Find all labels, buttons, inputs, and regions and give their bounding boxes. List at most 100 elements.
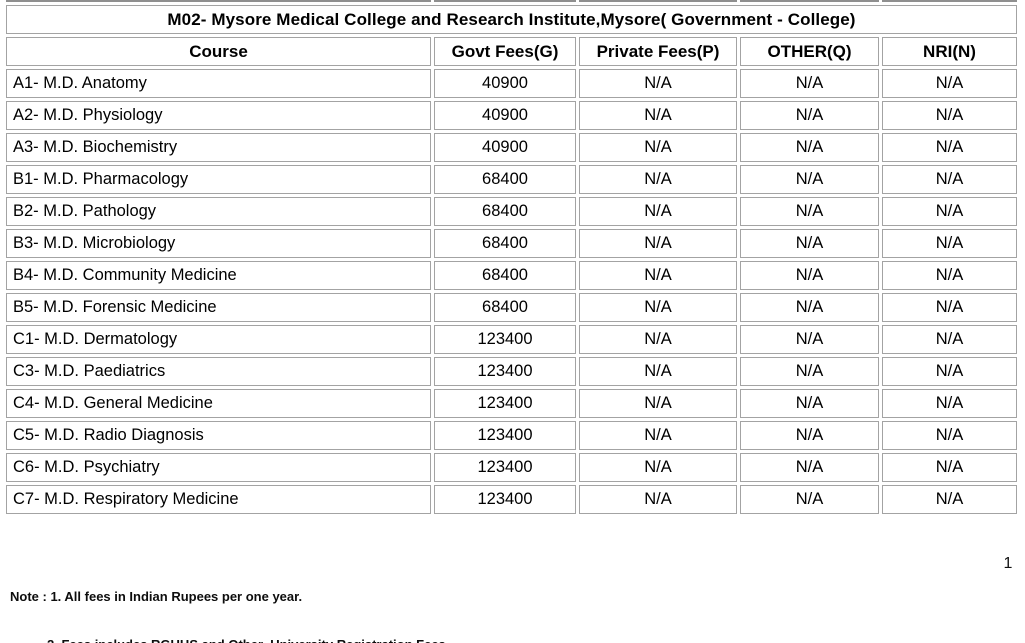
course-cell: C6- M.D. Psychiatry [6, 453, 431, 482]
nri-fees-cell: N/A [882, 197, 1017, 226]
column-header-govt-fees: Govt Fees(G) [434, 37, 576, 66]
govt-fees-cell: 40900 [434, 69, 576, 98]
other-fees-cell: N/A [740, 133, 879, 162]
nri-fees-cell: N/A [882, 485, 1017, 514]
govt-fees-cell: 123400 [434, 389, 576, 418]
private-fees-cell: N/A [579, 69, 737, 98]
table-row: C7- M.D. Respiratory Medicine 123400 N/A… [6, 485, 1017, 514]
private-fees-cell: N/A [579, 229, 737, 258]
private-fees-cell: N/A [579, 357, 737, 386]
private-fees-cell: N/A [579, 325, 737, 354]
other-fees-cell: N/A [740, 389, 879, 418]
course-cell: C4- M.D. General Medicine [6, 389, 431, 418]
fees-table: M02- Mysore Medical College and Research… [3, 0, 1020, 517]
govt-fees-cell: 123400 [434, 485, 576, 514]
clipped-row-above [6, 0, 1017, 2]
govt-fees-cell: 123400 [434, 453, 576, 482]
column-header-other: OTHER(Q) [740, 37, 879, 66]
nri-fees-cell: N/A [882, 293, 1017, 322]
course-cell: C1- M.D. Dermatology [6, 325, 431, 354]
column-header-course: Course [6, 37, 431, 66]
nri-fees-cell: N/A [882, 229, 1017, 258]
clipped-cell [740, 0, 879, 2]
college-title: M02- Mysore Medical College and Research… [6, 5, 1017, 34]
private-fees-cell: N/A [579, 453, 737, 482]
page-number: 1 [1003, 555, 1013, 572]
note-line-1: Note : 1. All fees in Indian Rupees per … [10, 588, 303, 604]
fees-table-body: A1- M.D. Anatomy 40900 N/A N/A N/A A2- M… [6, 69, 1017, 514]
private-fees-cell: N/A [579, 261, 737, 290]
table-row: B2- M.D. Pathology 68400 N/A N/A N/A [6, 197, 1017, 226]
govt-fees-cell: 68400 [434, 261, 576, 290]
other-fees-cell: N/A [740, 69, 879, 98]
govt-fees-cell: 123400 [434, 357, 576, 386]
other-fees-cell: N/A [740, 197, 879, 226]
table-row: A1- M.D. Anatomy 40900 N/A N/A N/A [6, 69, 1017, 98]
clipped-cell [882, 0, 1017, 2]
nri-fees-cell: N/A [882, 133, 1017, 162]
govt-fees-cell: 68400 [434, 229, 576, 258]
private-fees-cell: N/A [579, 197, 737, 226]
other-fees-cell: N/A [740, 325, 879, 354]
table-row: B5- M.D. Forensic Medicine 68400 N/A N/A… [6, 293, 1017, 322]
other-fees-cell: N/A [740, 485, 879, 514]
clipped-cell [579, 0, 737, 2]
column-header-private-fees: Private Fees(P) [579, 37, 737, 66]
nri-fees-cell: N/A [882, 357, 1017, 386]
govt-fees-cell: 68400 [434, 293, 576, 322]
private-fees-cell: N/A [579, 389, 737, 418]
course-cell: C7- M.D. Respiratory Medicine [6, 485, 431, 514]
clipped-cell [434, 0, 576, 2]
private-fees-cell: N/A [579, 133, 737, 162]
table-row: C5- M.D. Radio Diagnosis 123400 N/A N/A … [6, 421, 1017, 450]
course-cell: B1- M.D. Pharmacology [6, 165, 431, 194]
course-cell: B2- M.D. Pathology [6, 197, 431, 226]
note-line-2: 2. Fees includes RGUHS and Other Univers… [10, 637, 600, 643]
table-row: B4- M.D. Community Medicine 68400 N/A N/… [6, 261, 1017, 290]
private-fees-cell: N/A [579, 421, 737, 450]
table-row: C3- M.D. Paediatrics 123400 N/A N/A N/A [6, 357, 1017, 386]
other-fees-cell: N/A [740, 421, 879, 450]
govt-fees-cell: 68400 [434, 197, 576, 226]
table-row: C6- M.D. Psychiatry 123400 N/A N/A N/A [6, 453, 1017, 482]
course-cell: C3- M.D. Paediatrics [6, 357, 431, 386]
nri-fees-cell: N/A [882, 389, 1017, 418]
table-row: C4- M.D. General Medicine 123400 N/A N/A… [6, 389, 1017, 418]
course-cell: A3- M.D. Biochemistry [6, 133, 431, 162]
other-fees-cell: N/A [740, 293, 879, 322]
private-fees-cell: N/A [579, 485, 737, 514]
course-cell: A2- M.D. Physiology [6, 101, 431, 130]
nri-fees-cell: N/A [882, 453, 1017, 482]
govt-fees-cell: 40900 [434, 101, 576, 130]
nri-fees-cell: N/A [882, 325, 1017, 354]
table-row: A3- M.D. Biochemistry 40900 N/A N/A N/A [6, 133, 1017, 162]
course-cell: B4- M.D. Community Medicine [6, 261, 431, 290]
course-cell: B3- M.D. Microbiology [6, 229, 431, 258]
table-row: A2- M.D. Physiology 40900 N/A N/A N/A [6, 101, 1017, 130]
other-fees-cell: N/A [740, 453, 879, 482]
other-fees-cell: N/A [740, 101, 879, 130]
other-fees-cell: N/A [740, 357, 879, 386]
table-row: C1- M.D. Dermatology 123400 N/A N/A N/A [6, 325, 1017, 354]
other-fees-cell: N/A [740, 229, 879, 258]
course-cell: B5- M.D. Forensic Medicine [6, 293, 431, 322]
govt-fees-cell: 68400 [434, 165, 576, 194]
govt-fees-cell: 123400 [434, 421, 576, 450]
notes-block: Note : 1. All fees in Indian Rupees per … [10, 556, 600, 643]
clipped-cell [6, 0, 431, 2]
course-cell: C5- M.D. Radio Diagnosis [6, 421, 431, 450]
table-row: B3- M.D. Microbiology 68400 N/A N/A N/A [6, 229, 1017, 258]
nri-fees-cell: N/A [882, 261, 1017, 290]
nri-fees-cell: N/A [882, 421, 1017, 450]
other-fees-cell: N/A [740, 165, 879, 194]
title-row: M02- Mysore Medical College and Research… [6, 5, 1017, 34]
other-fees-cell: N/A [740, 261, 879, 290]
govt-fees-cell: 40900 [434, 133, 576, 162]
private-fees-cell: N/A [579, 293, 737, 322]
nri-fees-cell: N/A [882, 101, 1017, 130]
private-fees-cell: N/A [579, 101, 737, 130]
course-cell: A1- M.D. Anatomy [6, 69, 431, 98]
govt-fees-cell: 123400 [434, 325, 576, 354]
nri-fees-cell: N/A [882, 165, 1017, 194]
